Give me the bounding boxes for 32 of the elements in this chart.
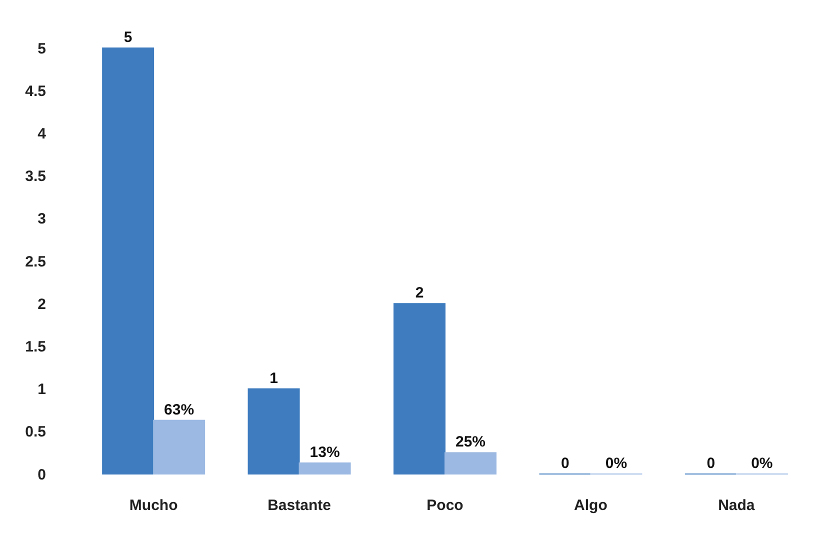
x-tick-label: Nada bbox=[718, 497, 756, 514]
bar bbox=[394, 303, 446, 474]
data-label: 1 bbox=[270, 370, 278, 387]
x-tick-label: Mucho bbox=[129, 497, 178, 514]
y-tick-label: 5 bbox=[38, 40, 46, 58]
data-label: 0 bbox=[706, 455, 716, 472]
y-tick-label: 2.5 bbox=[25, 253, 46, 270]
x-tick-label: Poco bbox=[426, 497, 464, 514]
data-label: 25% bbox=[455, 434, 486, 451]
y-tick-label: 1.5 bbox=[25, 338, 46, 356]
data-label: 5 bbox=[124, 29, 132, 46]
y-tick-label: 0.5 bbox=[25, 424, 46, 441]
y-tick-label: 1 bbox=[38, 381, 46, 398]
y-tick-label: 3.5 bbox=[25, 168, 46, 186]
x-tick-label: Bastante bbox=[268, 497, 331, 514]
y-tick-label: 0 bbox=[38, 466, 46, 484]
data-label: 0% bbox=[605, 455, 628, 472]
bar bbox=[102, 48, 154, 474]
data-label: 13% bbox=[310, 444, 340, 461]
data-label: 63% bbox=[164, 401, 194, 418]
data-label: 2 bbox=[415, 284, 424, 302]
bar bbox=[153, 420, 206, 474]
data-label: 0 bbox=[561, 455, 570, 472]
bar bbox=[248, 388, 300, 474]
y-tick-label: 3 bbox=[38, 210, 46, 228]
bar bbox=[298, 462, 351, 474]
bar bbox=[444, 452, 496, 474]
y-tick-label: 2 bbox=[38, 296, 46, 313]
data-label: 0% bbox=[751, 455, 773, 472]
x-tick-label: Algo bbox=[574, 497, 608, 514]
y-tick-label: 4.5 bbox=[25, 82, 46, 100]
y-tick-label: 4 bbox=[38, 125, 47, 142]
